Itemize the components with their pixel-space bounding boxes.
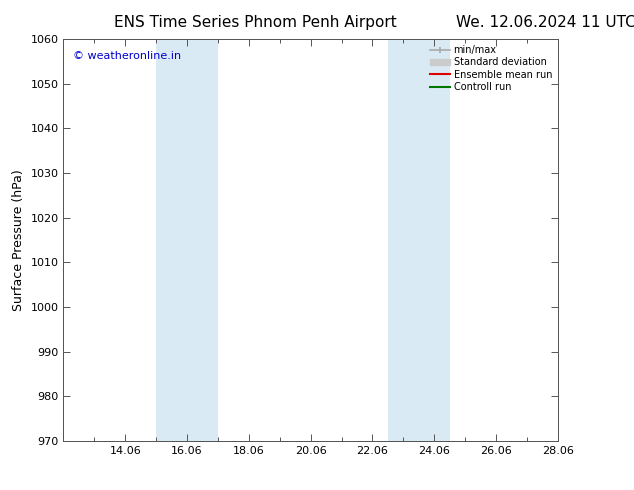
Text: © weatheronline.in: © weatheronline.in bbox=[74, 51, 181, 61]
Bar bbox=[388, 39, 450, 441]
Text: We. 12.06.2024 11 UTC: We. 12.06.2024 11 UTC bbox=[456, 15, 634, 30]
Legend: min/max, Standard deviation, Ensemble mean run, Controll run: min/max, Standard deviation, Ensemble me… bbox=[426, 41, 556, 96]
Bar bbox=[156, 39, 218, 441]
Text: ENS Time Series Phnom Penh Airport: ENS Time Series Phnom Penh Airport bbox=[114, 15, 397, 30]
Y-axis label: Surface Pressure (hPa): Surface Pressure (hPa) bbox=[12, 169, 25, 311]
